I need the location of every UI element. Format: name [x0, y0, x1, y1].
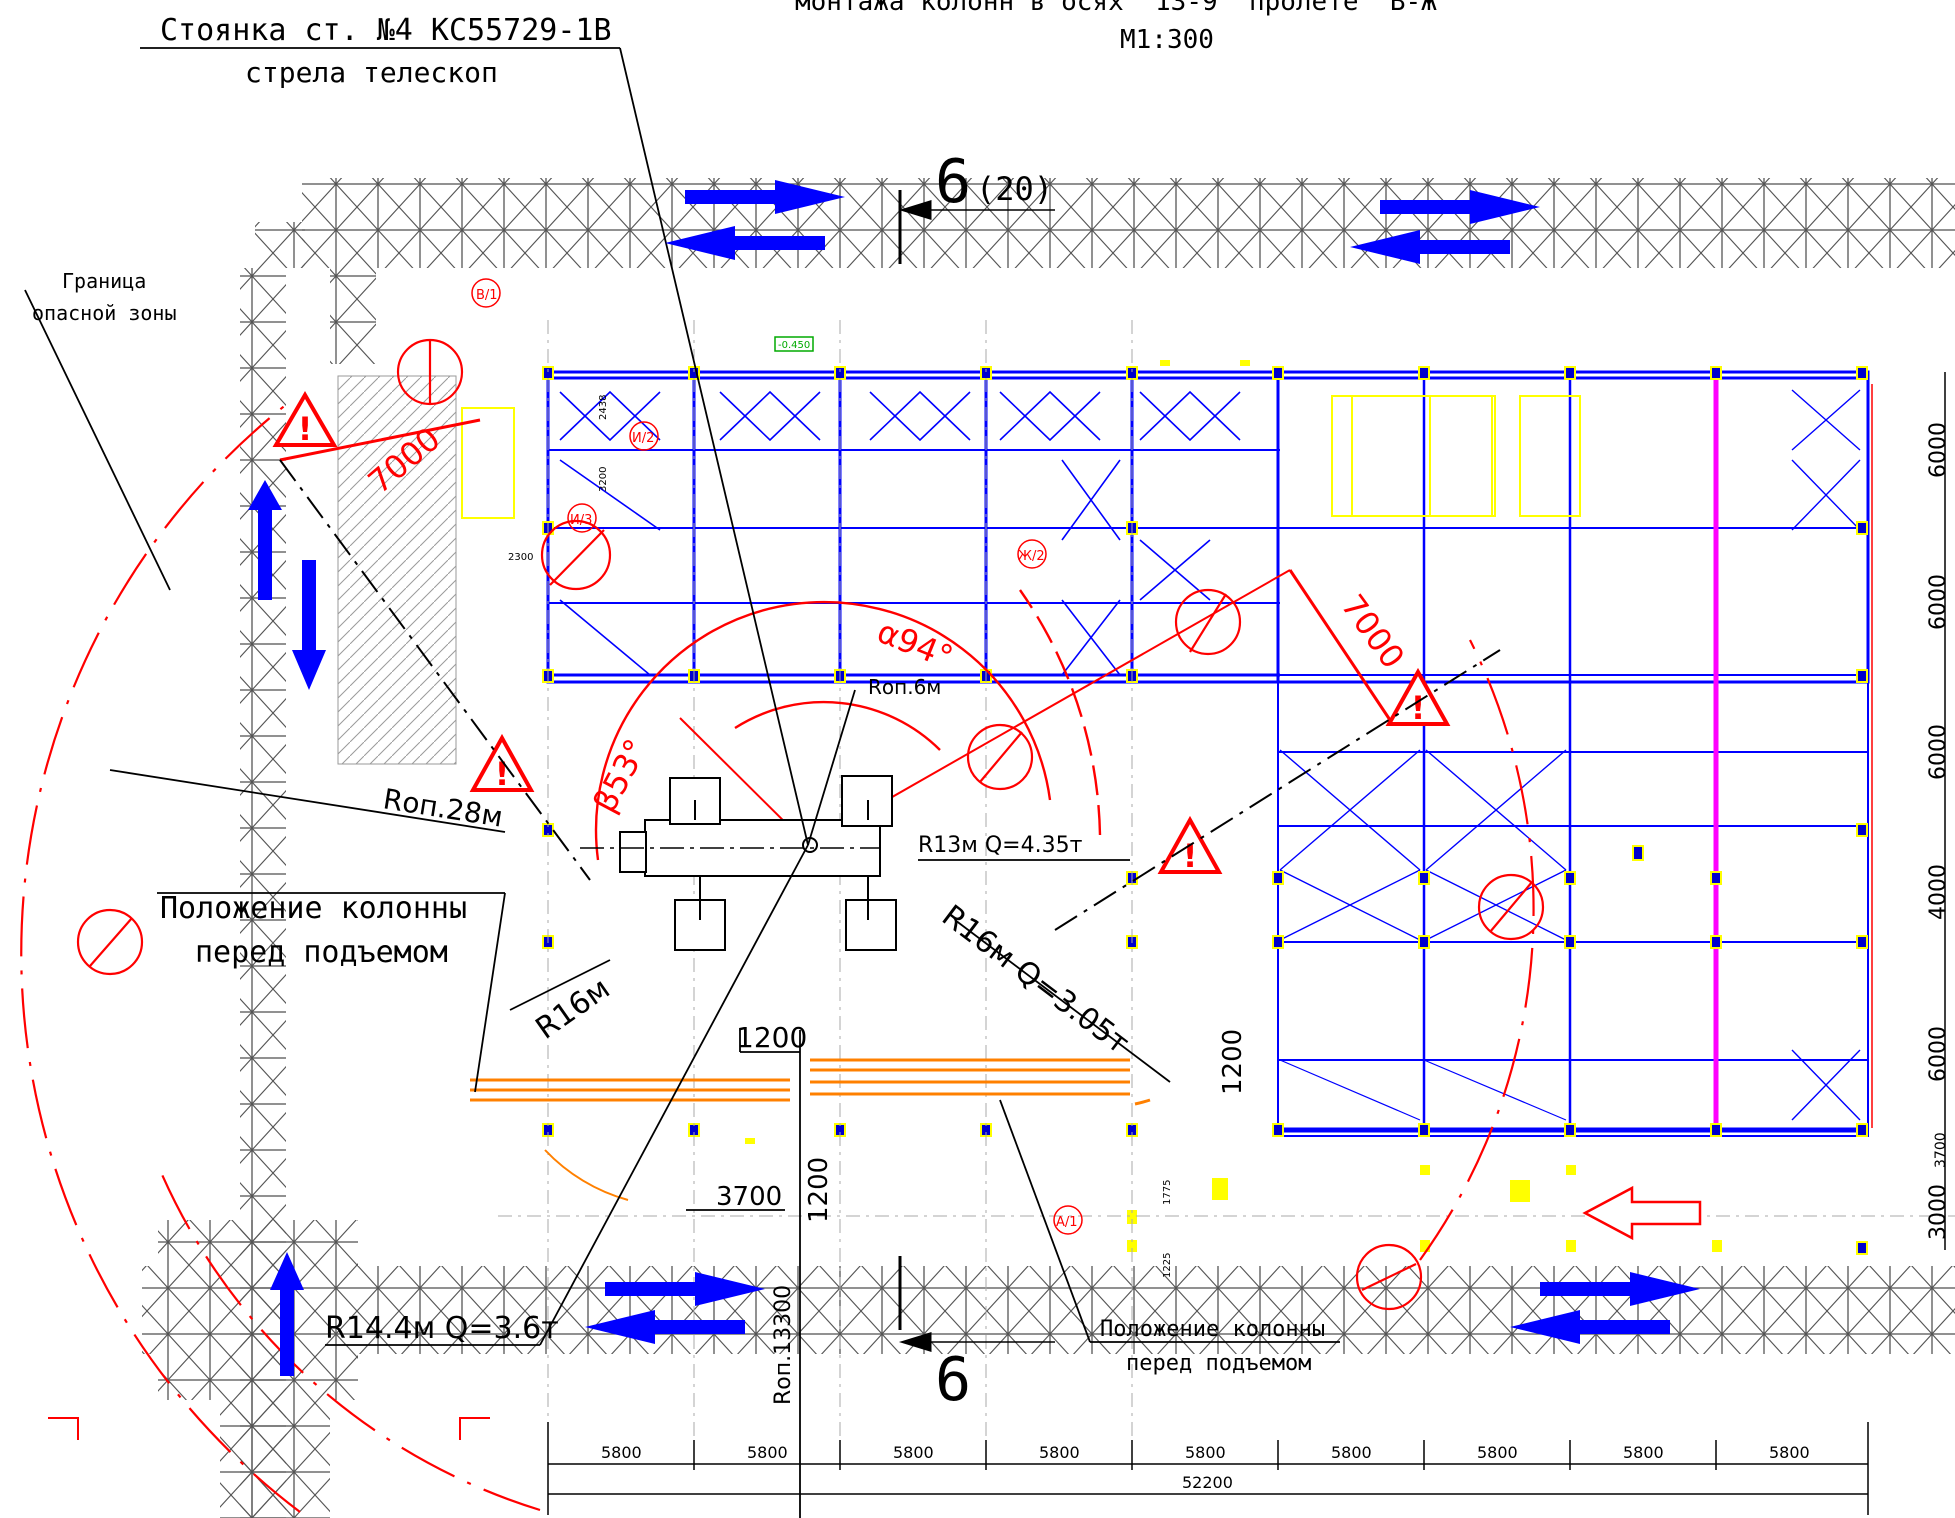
title-line: монтажа колонн в осях "13-9" пролете "В-…	[795, 0, 1452, 17]
total-dim: 52200	[1182, 1473, 1233, 1492]
title-scale: М1:300	[1120, 25, 1214, 55]
column-nodes	[542, 366, 1868, 1255]
right-dim: 6000	[1926, 422, 1951, 478]
danger-zone-label-1: Граница	[62, 269, 146, 293]
crane-body	[619, 775, 897, 951]
bottom-road-scaffold	[142, 1220, 1955, 1518]
span-dim: 5800	[601, 1443, 642, 1462]
top-road-scaffold	[255, 178, 1955, 268]
dim-1225: 1225	[1162, 1253, 1173, 1278]
span-dim: 5800	[1039, 1443, 1080, 1462]
span-dim: 5800	[747, 1443, 788, 1462]
boom-line-c	[279, 418, 481, 462]
span-dim: 5800	[1769, 1443, 1810, 1462]
section-number-bottom: 6	[935, 1345, 971, 1415]
axis-tag-i3: И/3	[570, 513, 592, 528]
warning-triangle-icon: !	[1157, 815, 1223, 875]
steel-frame-right	[1277, 371, 1869, 1137]
entry-arrow-icon	[1582, 1185, 1702, 1241]
axis-tag-i2: И/2	[632, 431, 654, 446]
span-dim: 5800	[1623, 1443, 1664, 1462]
r-op-6-label: Rоп.6м	[868, 675, 941, 699]
bottom-dims: 5800 5800 5800 5800 5800 5800 5800 5800 …	[601, 1443, 1810, 1492]
danger-zone-boundary	[20, 399, 1535, 1513]
drawing-title: монтажа колонн в осях "13-9" пролете "В-…	[795, 0, 1452, 55]
axis-tag-a1: А/1	[1056, 1215, 1078, 1230]
traffic-arrows	[248, 180, 1700, 1376]
crane-parking-label: Стоянка ст. №4 КС55729-1В	[160, 13, 612, 48]
right-dims: 6000 6000 6000 4000 6000 3700 3000	[1926, 422, 1951, 1240]
yellow-structures	[461, 395, 1581, 519]
column-position-b-label-1: Положение колонны	[1100, 1317, 1325, 1342]
crane-boom-label: стрела телескоп	[245, 56, 498, 89]
dim-2438: 2438	[598, 395, 609, 420]
storage-area-hatch	[337, 375, 457, 765]
svg-text:!: !	[1411, 689, 1426, 727]
right-dim: 4000	[1926, 864, 1951, 920]
dim-1200-b: 1200	[1218, 1029, 1248, 1095]
dim-3200: 3200	[598, 467, 609, 492]
level-mark: -0.450	[778, 340, 810, 351]
dim-1775: 1775	[1162, 1180, 1173, 1205]
beta-angle-label: β53°	[586, 733, 656, 819]
column-position-label-1: Положение колонны	[160, 891, 467, 926]
svg-text:!: !	[1183, 837, 1198, 875]
right-dim: 6000	[1926, 574, 1951, 630]
crane-axis-3	[1054, 649, 1501, 931]
warning-triangles: ! ! ! !	[272, 391, 1451, 875]
r-13-label: R13м Q=4.35т	[918, 833, 1083, 858]
right-dim: 6000	[1926, 724, 1951, 780]
dim-1200-a: 1200	[736, 1021, 807, 1054]
axis-tags: В/1 И/2 И/3 Ж/2 А/1	[471, 278, 1083, 1235]
danger-zone-label-2: опасной зоны	[32, 301, 177, 325]
dim-2300: 2300	[508, 552, 533, 563]
warning-triangle-icon: !	[272, 391, 338, 448]
warning-triangle-icon: !	[469, 733, 535, 793]
crane-axis-2	[279, 459, 591, 881]
span-dim: 5800	[1331, 1443, 1372, 1462]
svg-text:!: !	[298, 410, 313, 448]
corner-brackets	[48, 1417, 490, 1440]
leader-lines	[24, 47, 1340, 1518]
crane-slew-arcs	[594, 589, 1102, 861]
warning-triangle-icon: !	[1385, 667, 1451, 727]
section-number-top: 6	[935, 147, 971, 217]
right-dim: 3000	[1926, 1184, 1951, 1240]
dim-3700: 3700	[716, 1182, 782, 1212]
r-14-label: R14.4м Q=3.6т	[325, 1311, 559, 1346]
span-dim: 5800	[893, 1443, 934, 1462]
span-dim: 5800	[1477, 1443, 1518, 1462]
section-sheet-top: (20)	[976, 170, 1053, 208]
span-dim: 5800	[1185, 1443, 1226, 1462]
boom-line-d	[1288, 569, 1392, 721]
axis-tag-zh2: Ж/2	[1018, 549, 1045, 564]
column-position-b-label-2: перед подъемом	[1126, 1351, 1311, 1376]
r-16-label: R16м	[530, 971, 617, 1047]
right-dim: 3700	[1933, 1132, 1949, 1168]
no-entry-signs	[76, 338, 1545, 1311]
grid-lines	[498, 320, 1955, 1440]
yellow-markers	[745, 360, 1722, 1252]
section-cut-bottom	[898, 1256, 1055, 1353]
bottom-dimension-lines	[547, 1422, 1869, 1515]
axis-tag-b1: В/1	[476, 288, 498, 303]
dim-1200-c: 1200	[804, 1157, 834, 1223]
dist-7000-b-label: 7000	[1334, 587, 1413, 675]
column-position-label-2: перед подъемом	[195, 935, 448, 970]
columns-before-lift	[470, 1058, 1151, 1201]
r-16-q-label: R16м Q=3.05т	[935, 898, 1135, 1061]
r-op-13300-label: Rоп.13300	[771, 1285, 796, 1405]
right-dim: 6000	[1926, 1026, 1951, 1082]
section-cut-top	[898, 190, 1055, 264]
